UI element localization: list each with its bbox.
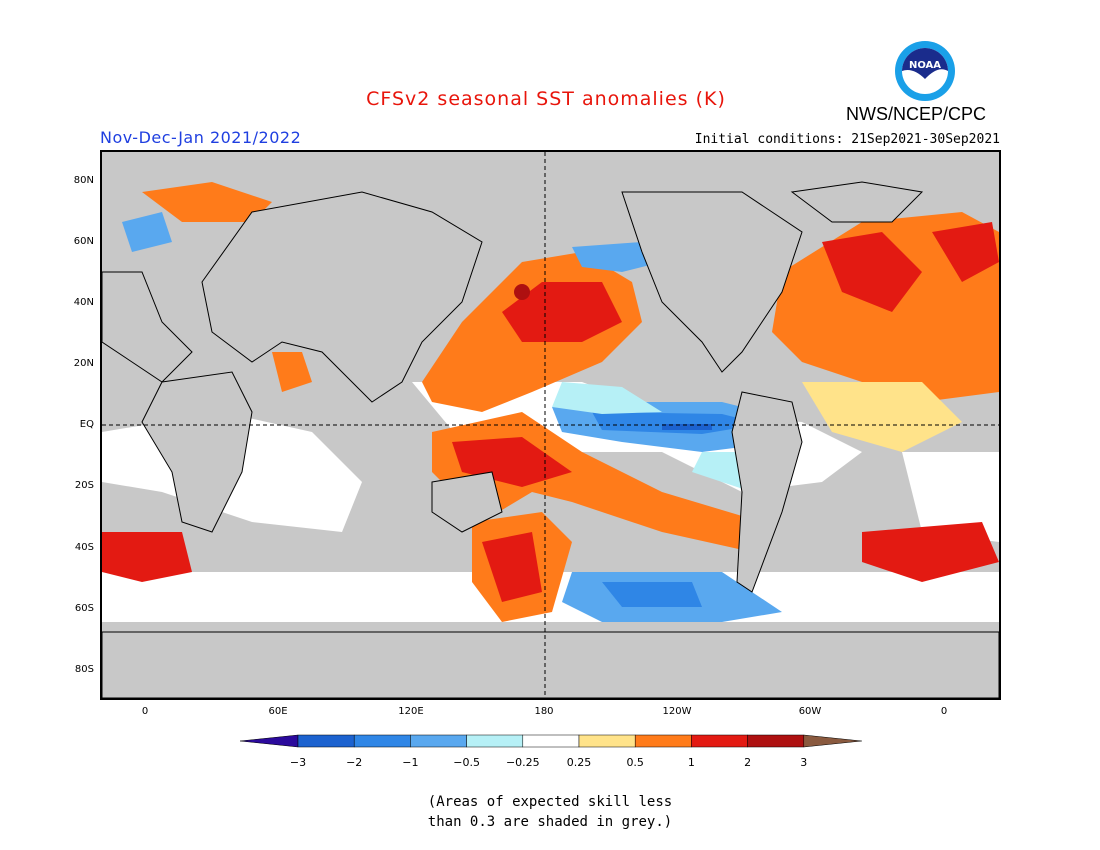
lon-label: 60E	[268, 706, 288, 717]
continents	[102, 181, 999, 698]
lat-label: EQ	[79, 419, 94, 430]
lat-label: 20S	[74, 480, 94, 491]
lon-label: 120E	[398, 706, 424, 717]
colorbar-swatch	[297, 734, 355, 748]
chart-title: CFSv2 seasonal SST anomalies (K)	[366, 88, 726, 110]
note-line-1: (Areas of expected skill less	[427, 794, 673, 810]
colorbar-arrow-high	[803, 734, 862, 748]
colorbar-tick-label: 2	[744, 756, 752, 769]
anomaly-field	[102, 182, 999, 622]
lon-label: 0	[141, 706, 149, 717]
skill-note: (Areas of expected skill less than 0.3 a…	[0, 792, 1100, 832]
colorbar-tick-label: 0.5	[626, 756, 644, 769]
colorbar-tick-label: 3	[800, 756, 808, 769]
colorbar-swatch	[522, 734, 580, 748]
sst-anomaly-map	[100, 150, 1001, 700]
lat-label: 40S	[74, 542, 94, 553]
colorbar-swatch	[410, 734, 467, 748]
colorbar-arrow-low	[239, 734, 299, 748]
note-line-2: than 0.3 are shaded in grey.)	[427, 814, 673, 830]
colorbar-swatch	[634, 734, 692, 748]
colorbar-tick-label: −0.5	[453, 756, 480, 769]
colorbar-tick-label: −0.25	[505, 756, 540, 769]
lat-label: 60N	[73, 236, 94, 247]
initial-conditions-label: Initial conditions: 21Sep2021-30Sep2021	[694, 132, 1000, 147]
colorbar-swatch	[747, 734, 805, 748]
colorbar-tick-label: −3	[289, 756, 307, 769]
colorbar-swatch	[353, 734, 411, 748]
agency-label: NWS/NCEP/CPC	[846, 104, 987, 124]
lat-label: 80N	[73, 175, 94, 186]
lon-label: 180	[534, 706, 554, 717]
noaa-logo: NOAA	[894, 40, 956, 102]
colorbar-swatch	[691, 734, 748, 748]
colorbar	[239, 733, 862, 753]
lon-label: 60W	[798, 706, 822, 717]
colorbar-swatch	[466, 734, 524, 748]
colorbar-tick-label: 0.25	[566, 756, 592, 769]
lon-label: 120W	[662, 706, 692, 717]
colorbar-tick-label: 1	[687, 756, 695, 769]
season-label: Nov-Dec-Jan 2021/2022	[100, 128, 302, 147]
lon-label: 0	[940, 706, 948, 717]
lat-label: 80S	[74, 664, 94, 675]
noaa-logo-text: NOAA	[909, 60, 941, 71]
lat-label: 40N	[73, 297, 94, 308]
lat-label: 20N	[73, 358, 94, 369]
colorbar-tick-label: −2	[346, 756, 363, 769]
colorbar-tick-label: −1	[402, 756, 419, 769]
lat-label: 60S	[74, 603, 94, 614]
colorbar-swatch	[578, 734, 636, 748]
